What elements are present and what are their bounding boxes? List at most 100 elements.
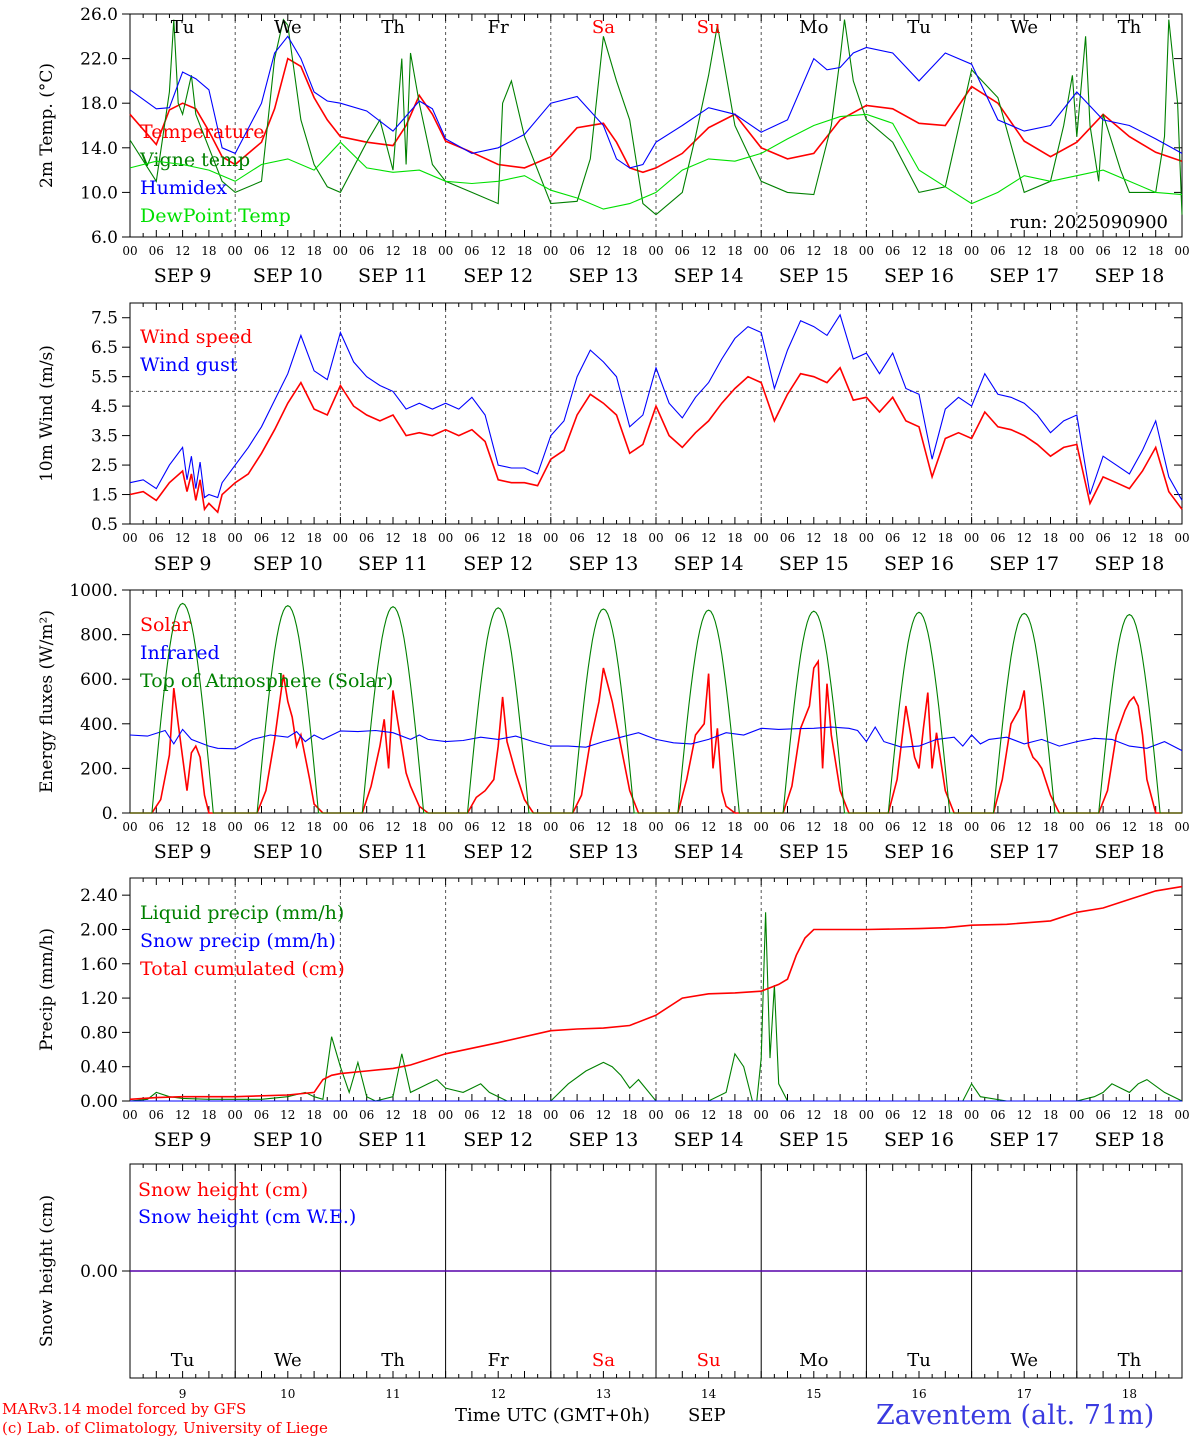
hour-tick-label: 18	[412, 820, 427, 834]
hour-tick-label: 12	[1122, 1108, 1137, 1122]
legend-entry: Wind speed	[140, 326, 252, 348]
hour-tick-label: 12	[280, 1108, 295, 1122]
date-label: SEP 12	[463, 1129, 533, 1151]
hour-tick-label: 06	[885, 244, 900, 258]
hour-tick-label: 18	[727, 1108, 742, 1122]
y-tick-label: 800.	[80, 626, 118, 646]
legend-entry: Snow height (cm W.E.)	[138, 1206, 356, 1228]
hour-tick-label: 12	[701, 820, 716, 834]
weekday-label: We	[1010, 17, 1038, 38]
hour-tick-label: 00	[964, 1108, 979, 1122]
hour-tick-label: 06	[464, 820, 479, 834]
hour-tick-label: 12	[596, 531, 611, 545]
hour-tick-label: 18	[938, 244, 953, 258]
hour-tick-label: 06	[1095, 244, 1110, 258]
weekday-label: Sa	[592, 1350, 615, 1371]
hour-tick-label: 06	[464, 531, 479, 545]
series-line	[129, 113, 1183, 210]
hour-tick-label: 18	[1148, 820, 1163, 834]
y-tick-label: 1.60	[80, 955, 118, 975]
hour-tick-label: 00	[543, 820, 558, 834]
date-label: SEP 15	[779, 553, 849, 575]
date-label: SEP 14	[674, 265, 744, 287]
day-number: 11	[385, 1387, 400, 1401]
hour-tick-label: 18	[727, 820, 742, 834]
y-tick-label: 1.5	[91, 486, 118, 506]
weekday-label: Su	[697, 17, 721, 38]
hour-tick-label: 12	[806, 1108, 821, 1122]
hour-tick-label: 00	[1174, 531, 1189, 545]
series-line	[129, 57, 1183, 174]
date-label: SEP 11	[358, 1129, 428, 1151]
hour-tick-label: 00	[228, 244, 243, 258]
hour-tick-label: 00	[754, 244, 769, 258]
y-tick-label: 14.0	[80, 139, 118, 159]
date-label: SEP 9	[154, 265, 212, 287]
y-tick-label: 2.00	[80, 920, 118, 940]
hour-tick-label: 00	[1069, 820, 1084, 834]
hour-tick-label: 12	[1017, 244, 1032, 258]
day-number: 12	[491, 1387, 506, 1401]
hour-tick-label: 00	[228, 1108, 243, 1122]
hour-tick-label: 06	[885, 1108, 900, 1122]
hour-tick-label: 06	[464, 1108, 479, 1122]
series-line	[129, 313, 1183, 501]
hour-tick-label: 06	[149, 1108, 164, 1122]
y-axis-label: Precip (mm/h)	[37, 928, 57, 1051]
y-tick-label: 6.5	[91, 338, 118, 358]
date-label: SEP 14	[674, 1129, 744, 1151]
hour-tick-label: 12	[385, 1108, 400, 1122]
hour-tick-label: 00	[1069, 244, 1084, 258]
hour-tick-label: 06	[780, 244, 795, 258]
day-number: 13	[596, 1387, 611, 1401]
hour-tick-label: 06	[569, 820, 584, 834]
hour-tick-label: 12	[385, 244, 400, 258]
weekday-label: Th	[381, 17, 405, 38]
weekday-label: Su	[697, 1350, 721, 1371]
hour-tick-label: 12	[491, 531, 506, 545]
y-axis-label: 10m Wind (m/s)	[37, 345, 57, 482]
hour-tick-label: 18	[727, 244, 742, 258]
weekday-label: Tu	[171, 1350, 195, 1371]
lab-credit: (c) Lab. of Climatology, University of L…	[2, 1419, 328, 1437]
hour-tick-label: 06	[990, 1108, 1005, 1122]
series-line	[129, 18, 1183, 216]
hour-tick-label: 00	[438, 820, 453, 834]
date-label: SEP 18	[1094, 1129, 1164, 1151]
hour-tick-label: 00	[964, 820, 979, 834]
weekday-label: Tu	[907, 1350, 931, 1371]
legend-entry: Total cumulated (cm)	[140, 958, 345, 980]
hour-tick-label: 06	[885, 531, 900, 545]
hour-tick-label: 06	[780, 1108, 795, 1122]
hour-tick-label: 12	[1017, 531, 1032, 545]
hour-tick-label: 18	[832, 531, 847, 545]
hour-tick-label: 12	[280, 244, 295, 258]
hour-tick-label: 18	[622, 531, 637, 545]
y-tick-label: 1.20	[80, 989, 118, 1009]
y-tick-label: 7.5	[91, 309, 118, 329]
day-number: 14	[701, 1387, 717, 1401]
run-label: run: 2025090900	[1010, 212, 1168, 233]
hour-tick-label: 18	[938, 820, 953, 834]
hour-tick-label: 00	[648, 1108, 663, 1122]
hour-tick-label: 00	[333, 820, 348, 834]
hour-tick-label: 12	[175, 531, 190, 545]
hour-tick-label: 00	[122, 820, 137, 834]
hour-tick-label: 18	[201, 244, 216, 258]
legend-entry: Wind gust	[140, 354, 238, 376]
weekday-label: We	[1010, 1350, 1038, 1371]
date-label: SEP 10	[253, 553, 323, 575]
hour-tick-label: 06	[569, 244, 584, 258]
hour-tick-label: 00	[228, 531, 243, 545]
hour-tick-label: 06	[675, 244, 690, 258]
hour-tick-label: 00	[964, 531, 979, 545]
date-label: SEP 10	[253, 265, 323, 287]
month-label: SEP	[688, 1405, 726, 1426]
date-label: SEP 9	[154, 841, 212, 863]
hour-tick-label: 18	[517, 820, 532, 834]
weekday-label: We	[274, 1350, 302, 1371]
hour-tick-label: 12	[806, 820, 821, 834]
hour-tick-label: 18	[517, 244, 532, 258]
legend-entry: Liquid precip (mm/h)	[140, 902, 344, 924]
hour-tick-label: 12	[1017, 1108, 1032, 1122]
